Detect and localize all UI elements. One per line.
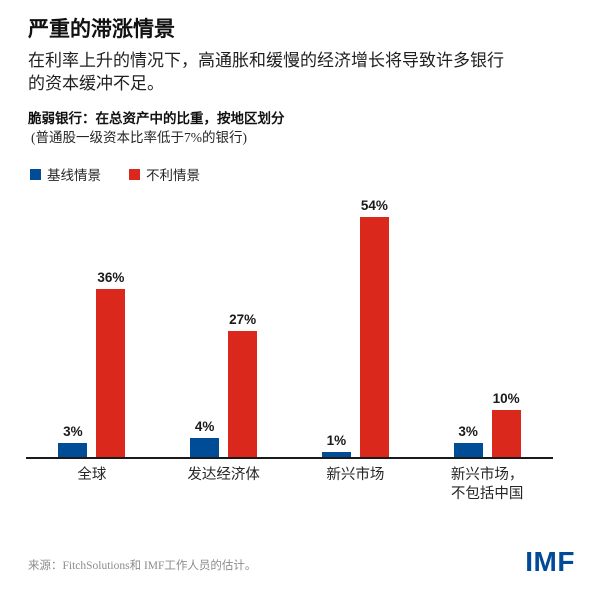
- bar: [359, 217, 389, 457]
- bar-value-label: 10%: [492, 391, 520, 406]
- legend-label: 基线情景: [47, 168, 101, 183]
- bar-value-label: 3%: [458, 424, 478, 439]
- imf-logo: IMF: [525, 546, 575, 577]
- bar: [453, 443, 483, 457]
- bar-with-label: 54%: [359, 198, 389, 457]
- bar-with-label: 36%: [96, 198, 126, 457]
- bar-value-label: 36%: [97, 270, 125, 285]
- bar-value-label: 1%: [326, 433, 347, 448]
- bar-value-label: 3%: [63, 424, 83, 439]
- bar: [228, 331, 258, 457]
- bar-with-label: 4%: [190, 198, 220, 457]
- legend-swatch-icon: [129, 168, 140, 180]
- bar-value-label: 27%: [229, 312, 257, 327]
- bar: [58, 443, 88, 457]
- page-subtitle: 在利率上升的情况下，高通胀和缓慢的经济增长将导致许多银行 的资本缓冲不足。: [28, 51, 504, 93]
- x-axis-label: 全球: [77, 467, 107, 483]
- x-axis-labels: 全球 发达经济体 新兴市场 新兴市场， 不包括中国: [26, 466, 553, 504]
- x-axis-label: 新兴市场: [326, 467, 385, 483]
- legend-item: 不利情景: [129, 164, 200, 184]
- x-axis-label: 发达经济体: [187, 467, 260, 483]
- bar: [96, 289, 126, 457]
- bar-group: 3% 36%: [26, 198, 158, 457]
- bar-value-label: 4%: [194, 419, 215, 434]
- bar-with-label: 10%: [491, 198, 521, 457]
- x-axis-label: 新兴市场， 不包括中国: [450, 467, 524, 502]
- chart-legend: 基线情景 不利情景: [30, 164, 200, 184]
- bar-group: 4% 27%: [158, 198, 290, 457]
- bar-group: 1% 54%: [290, 198, 422, 457]
- bar-with-label: 3%: [58, 198, 88, 457]
- bar-with-label: 27%: [228, 198, 258, 457]
- chart-heading: 脆弱银行：在总资产中的比重，按地区划分: [28, 111, 285, 126]
- legend-swatch-icon: [30, 168, 41, 180]
- bar-value-label: 54%: [360, 198, 388, 213]
- legend-label: 不利情景: [146, 168, 200, 183]
- page-title: 严重的滞涨情景: [28, 18, 175, 41]
- bar: [321, 452, 351, 457]
- bar: [190, 438, 220, 457]
- source-note: 来源：FitchSolutions和 IMF工作人员的估计。: [28, 560, 257, 572]
- bar: [491, 410, 521, 457]
- bar-with-label: 3%: [453, 198, 483, 457]
- plot-area: 3% 36% 4% 27% 1% 54% 3% 10%: [26, 198, 553, 459]
- legend-item: 基线情景: [30, 164, 101, 184]
- chart-subheading: (普通股一级资本比率低于7%的银行): [31, 130, 247, 145]
- bar-with-label: 1%: [321, 198, 351, 457]
- bar-group: 3% 10%: [421, 198, 553, 457]
